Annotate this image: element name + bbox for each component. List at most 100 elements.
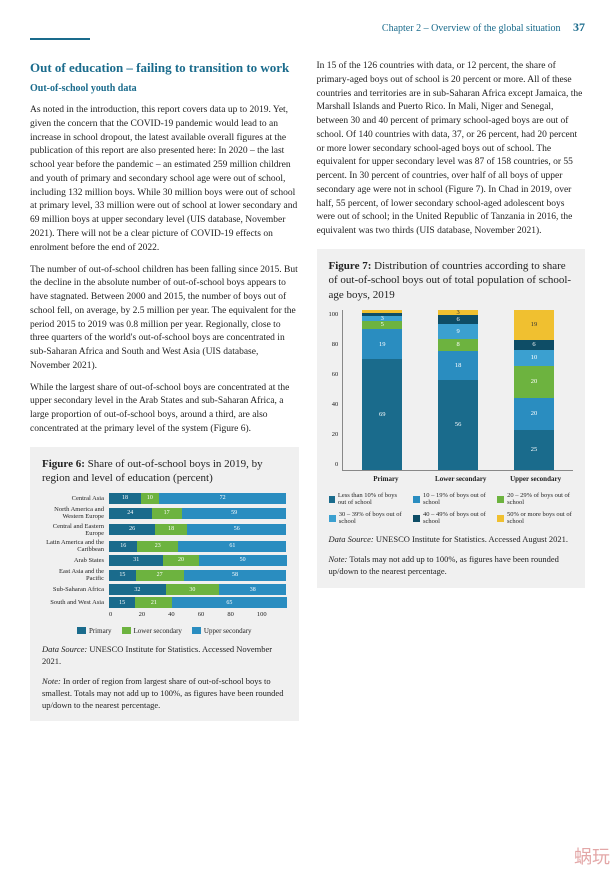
- hbar-row: Arab States312050: [42, 555, 287, 566]
- figure-7-yaxis: 100806040200: [329, 310, 343, 470]
- figure-6: Figure 6: Share of out-of-school boys in…: [30, 447, 299, 722]
- hbar-seg: 31: [109, 555, 163, 566]
- yaxis-tick: 80: [329, 340, 339, 349]
- legend-swatch: [122, 627, 131, 634]
- source-label: Data Source:: [329, 534, 374, 544]
- yaxis-tick: 100: [329, 310, 339, 319]
- legend-label: 10 – 19% of boys out of school: [423, 492, 489, 507]
- vbar-seg: 10: [514, 350, 554, 366]
- hbar-label: Latin America and the Caribbean: [42, 539, 109, 553]
- body-para: The number of out-of-school children has…: [30, 264, 299, 374]
- hbar-bars: 241759: [109, 508, 287, 519]
- vbar-seg: 6: [438, 315, 478, 325]
- hbar-seg: 32: [109, 584, 166, 595]
- legend-swatch: [497, 515, 504, 522]
- hbar-seg: 18: [155, 524, 187, 535]
- figure-6-source: Data Source: UNESCO Institute for Statis…: [42, 644, 287, 668]
- hbar-seg: 30: [166, 584, 219, 595]
- body-para: In 15 of the 126 countries with data, or…: [317, 60, 586, 239]
- figure-7-label: Figure 7:: [329, 260, 372, 272]
- legend-item: 20 – 29% of boys out of school: [497, 492, 573, 507]
- hbar-seg: 21: [135, 597, 172, 608]
- hbar-bars: 181072: [109, 493, 287, 504]
- hbar-seg: 59: [182, 508, 287, 519]
- legend-swatch: [329, 496, 335, 503]
- hbar-bars: 152758: [109, 570, 287, 581]
- figure-6-title: Figure 6: Share of out-of-school boys in…: [42, 457, 287, 486]
- hbar-bars: 162361: [109, 541, 287, 552]
- legend-swatch: [192, 627, 201, 634]
- figure-6-label: Figure 6:: [42, 458, 85, 470]
- note-label: Note:: [329, 554, 348, 564]
- subsection-title: Out-of-school youth data: [30, 82, 299, 97]
- yaxis-tick: 60: [329, 370, 339, 379]
- hbar-label: North America and Western Europe: [42, 506, 109, 520]
- legend-swatch: [413, 515, 420, 522]
- hbar-seg: 27: [136, 570, 184, 581]
- hbar-seg: 72: [159, 493, 287, 504]
- hbar-seg: 38: [219, 584, 286, 595]
- axis-tick: 20: [139, 610, 169, 619]
- legend-label: 40 – 49% of boys out of school: [423, 511, 489, 526]
- vbar-seg: 9: [438, 324, 478, 338]
- figure-6-chart: Central Asia181072North America and West…: [42, 493, 287, 608]
- hbar-seg: 24: [109, 508, 152, 519]
- hbar-seg: 20: [163, 555, 198, 566]
- chapter-label: Chapter 2 – Overview of the global situa…: [382, 23, 561, 34]
- figure-7-plot: 6919535618896325202010619: [342, 310, 573, 471]
- hbar-seg: 65: [172, 597, 286, 608]
- vbar-seg: 18: [438, 351, 478, 380]
- hbar-seg: 23: [137, 541, 178, 552]
- vbar-seg: 8: [438, 339, 478, 352]
- figure-6-note: Note: In order of region from largest sh…: [42, 676, 287, 712]
- hbar-bars: 312050: [109, 555, 287, 566]
- figure-7-xlabels: PrimaryLower secondaryUpper secondary: [349, 474, 574, 484]
- figure-7: Figure 7: Distribution of countries acco…: [317, 249, 586, 588]
- hbar-seg: 56: [187, 524, 286, 535]
- hbar-seg: 16: [109, 541, 137, 552]
- hbar-seg: 18: [109, 493, 141, 504]
- vbar-column: 25202010619: [505, 310, 563, 470]
- vbar-seg: 20: [514, 366, 554, 398]
- hbar-seg: 15: [109, 570, 136, 581]
- axis-tick: 100: [257, 610, 287, 619]
- legend-label: Less than 10% of boys out of school: [338, 492, 405, 507]
- yaxis-tick: 40: [329, 400, 339, 409]
- hbar-seg: 15: [109, 597, 135, 608]
- hbar-bars: 152165: [109, 597, 287, 608]
- hbar-seg: 61: [178, 541, 286, 552]
- vbar-column: 56188963: [429, 310, 487, 470]
- note-text: In order of region from largest share of…: [42, 676, 283, 710]
- legend-item: 40 – 49% of boys out of school: [413, 511, 489, 526]
- page: Chapter 2 – Overview of the global situa…: [0, 0, 615, 741]
- left-column: Out of education – failing to transition…: [30, 60, 299, 721]
- content-columns: Out of education – failing to transition…: [30, 60, 585, 721]
- hbar-bars: 323038: [109, 584, 287, 595]
- axis-tick: 0: [109, 610, 139, 619]
- legend-swatch: [77, 627, 86, 634]
- yaxis-tick: 20: [329, 430, 339, 439]
- legend-label: 50% or more boys out of school: [507, 511, 573, 526]
- page-number: 37: [573, 20, 585, 35]
- hbar-row: North America and Western Europe241759: [42, 506, 287, 520]
- watermark: 蜗玩: [574, 843, 610, 869]
- legend-item: 10 – 19% of boys out of school: [413, 492, 489, 507]
- figure-6-axis: 020406080100: [109, 610, 287, 619]
- legend-item: 30 – 39% of boys out of school: [329, 511, 405, 526]
- vbar-seg: 56: [438, 380, 478, 470]
- axis-tick: 80: [227, 610, 257, 619]
- vbar-seg: 69: [362, 359, 402, 469]
- legend-item: Primary: [77, 626, 112, 636]
- section-title: Out of education – failing to transition…: [30, 60, 299, 76]
- body-para: As noted in the introduction, this repor…: [30, 104, 299, 255]
- hbar-label: Sub-Saharan Africa: [42, 586, 109, 593]
- hbar-seg: 17: [152, 508, 182, 519]
- hbar-row: South and West Asia152165: [42, 597, 287, 608]
- legend-item: Lower secondary: [122, 626, 182, 636]
- legend-item: 50% or more boys out of school: [497, 511, 573, 526]
- axis-tick: 40: [168, 610, 198, 619]
- legend-label: Lower secondary: [134, 626, 182, 636]
- hbar-label: East Asia and the Pacific: [42, 568, 109, 582]
- vbar-seg: 5: [362, 321, 402, 329]
- vbar-seg: 25: [514, 430, 554, 470]
